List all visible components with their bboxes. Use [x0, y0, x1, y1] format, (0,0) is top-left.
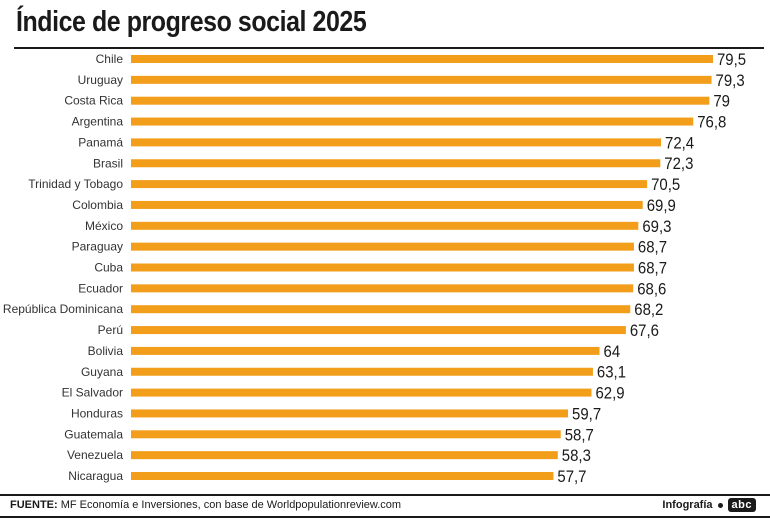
category-label: Colombia — [72, 198, 123, 212]
value-label: 69,9 — [647, 197, 676, 215]
category-label: Honduras — [71, 406, 123, 420]
value-label: 70,5 — [651, 176, 680, 194]
category-label: Uruguay — [78, 73, 123, 87]
bar — [131, 346, 600, 355]
bar — [131, 472, 554, 480]
bar — [131, 75, 712, 84]
value-label: 79,3 — [716, 72, 745, 90]
category-label: República Dominicana — [3, 302, 123, 316]
value-label: 59,7 — [572, 406, 601, 424]
category-label: Perú — [98, 323, 123, 337]
category-label: Guatemala — [64, 427, 123, 441]
bar — [131, 388, 592, 397]
value-label: 68,7 — [638, 260, 667, 278]
bar — [131, 326, 626, 335]
value-label: 72,4 — [665, 135, 694, 153]
bar — [131, 96, 710, 105]
category-label: Ecuador — [78, 281, 123, 295]
value-label: 68,6 — [637, 281, 666, 299]
bar — [131, 55, 713, 63]
value-label: 57,7 — [557, 468, 586, 486]
value-label: 68,2 — [634, 301, 663, 319]
title-divider — [14, 47, 764, 49]
credit: Infografía abc — [662, 498, 756, 512]
source-label: FUENTE: — [10, 499, 58, 511]
value-label: 76,8 — [697, 114, 726, 132]
category-label: Costa Rica — [64, 94, 123, 108]
category-label: Chile — [96, 52, 124, 66]
bar — [131, 138, 662, 147]
value-label: 68,7 — [638, 239, 667, 257]
value-label: 62,9 — [595, 385, 624, 403]
category-label: Trinidad y Tobago — [28, 177, 123, 191]
value-label: 58,3 — [562, 447, 591, 465]
value-label: 64 — [604, 343, 621, 361]
abc-logo: abc — [727, 498, 756, 512]
footer-divider — [0, 494, 770, 496]
source-text: MF Economía e Inversiones, con base de W… — [57, 499, 402, 511]
category-label: Nicaragua — [68, 469, 123, 483]
category-label: Cuba — [94, 261, 123, 275]
category-label: Brasil — [93, 156, 123, 170]
value-label: 67,6 — [630, 322, 659, 340]
value-label: 72,3 — [664, 155, 693, 173]
bar — [131, 409, 569, 418]
category-label: Bolivia — [88, 344, 124, 358]
bar — [131, 117, 694, 126]
value-label: 58,7 — [565, 426, 594, 444]
bar — [131, 221, 639, 230]
category-label: Panamá — [78, 135, 123, 149]
category-label: México — [85, 219, 123, 233]
bar — [131, 451, 558, 460]
value-label: 69,3 — [642, 218, 671, 236]
bottom-divider — [0, 516, 770, 518]
bar — [131, 284, 634, 293]
bar-chart: Chile 79,5 Uruguay 79,3 Costa Rica 79 Argentin… — [3, 51, 746, 486]
bullet-icon — [717, 502, 723, 508]
value-label: 79 — [713, 93, 730, 111]
source-note: FUENTE: MF Economía e Inversiones, con b… — [10, 499, 401, 511]
bar — [131, 180, 648, 189]
category-label: Paraguay — [72, 240, 123, 254]
category-label: Venezuela — [67, 448, 123, 462]
value-label: 79,5 — [717, 51, 746, 69]
value-label: 63,1 — [597, 364, 626, 382]
bar — [131, 430, 561, 439]
bar — [131, 200, 643, 209]
bar — [131, 305, 631, 314]
category-label: Guyana — [81, 365, 123, 379]
category-label: Argentina — [72, 115, 124, 129]
bar — [131, 367, 593, 376]
bar — [131, 242, 634, 251]
chart-title: Índice de progreso social 2025 — [16, 6, 367, 38]
category-label: El Salvador — [62, 386, 123, 400]
credit-text: Infografía — [662, 499, 713, 511]
bar — [131, 159, 661, 168]
bar — [131, 263, 634, 272]
